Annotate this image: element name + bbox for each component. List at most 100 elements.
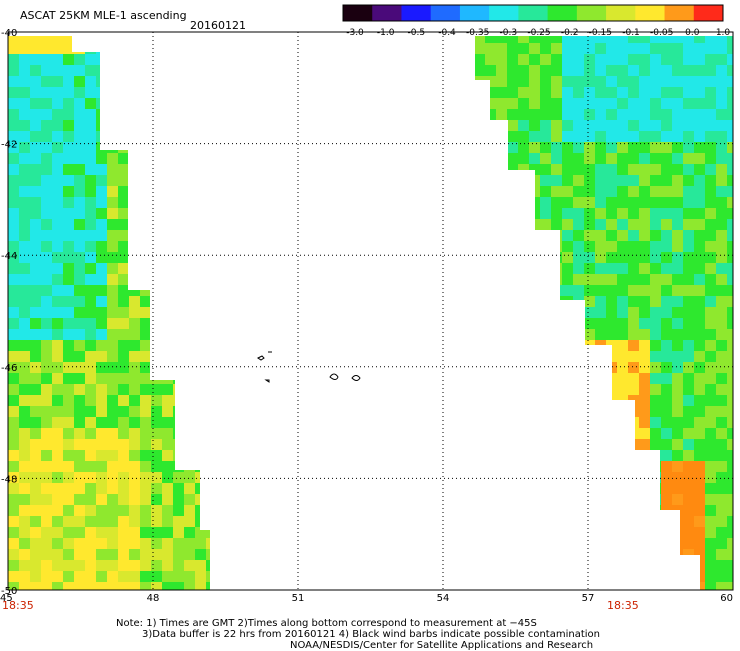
data-cell bbox=[639, 505, 650, 516]
data-cell bbox=[573, 582, 584, 590]
data-cell bbox=[562, 307, 573, 318]
data-cell bbox=[551, 472, 562, 483]
data-cell bbox=[716, 153, 727, 164]
data-cell bbox=[129, 109, 140, 120]
data-cell bbox=[672, 505, 683, 516]
data-cell bbox=[716, 307, 727, 318]
data-cell bbox=[617, 472, 628, 483]
data-cell bbox=[52, 395, 63, 406]
data-cell bbox=[30, 571, 41, 582]
data-cell bbox=[96, 76, 107, 87]
data-cell bbox=[606, 197, 617, 208]
data-cell bbox=[8, 384, 19, 395]
data-cell bbox=[30, 516, 41, 527]
data-cell bbox=[507, 560, 518, 571]
data-cell bbox=[140, 560, 151, 571]
data-cell bbox=[30, 384, 41, 395]
data-cell bbox=[41, 285, 52, 296]
data-cell bbox=[63, 43, 74, 54]
data-cell bbox=[96, 450, 107, 461]
data-cell bbox=[485, 175, 496, 186]
data-cell bbox=[573, 219, 584, 230]
data-cell bbox=[727, 197, 733, 208]
data-cell bbox=[74, 582, 85, 590]
data-cell bbox=[540, 549, 551, 560]
data-cell bbox=[694, 307, 705, 318]
data-cell bbox=[107, 131, 118, 142]
data-cell bbox=[727, 43, 733, 54]
data-cell bbox=[485, 395, 496, 406]
data-cell bbox=[162, 65, 173, 76]
data-cell bbox=[8, 373, 19, 384]
data-cell bbox=[650, 362, 661, 373]
data-cell bbox=[617, 285, 628, 296]
data-cell bbox=[595, 43, 606, 54]
data-cell bbox=[151, 516, 162, 527]
data-cell bbox=[162, 153, 173, 164]
data-cell bbox=[129, 65, 140, 76]
data-cell bbox=[518, 494, 529, 505]
data-cell bbox=[85, 65, 96, 76]
data-cell bbox=[140, 142, 151, 153]
data-cell bbox=[74, 505, 85, 516]
data-cell bbox=[540, 164, 551, 175]
data-cell bbox=[19, 505, 30, 516]
data-cell bbox=[140, 417, 151, 428]
data-cell bbox=[727, 439, 733, 450]
data-cell bbox=[206, 175, 210, 186]
data-cell bbox=[96, 417, 107, 428]
data-cell bbox=[8, 571, 19, 582]
data-cell bbox=[184, 318, 195, 329]
data-cell bbox=[650, 142, 661, 153]
data-cell bbox=[74, 428, 85, 439]
data-cell bbox=[74, 362, 85, 373]
data-cell bbox=[496, 252, 507, 263]
data-cell bbox=[617, 296, 628, 307]
data-cell bbox=[85, 230, 96, 241]
data-cell bbox=[716, 362, 727, 373]
data-cell bbox=[595, 428, 606, 439]
data-cell bbox=[716, 197, 727, 208]
data-cell bbox=[173, 384, 184, 395]
data-cell bbox=[584, 384, 595, 395]
data-cell bbox=[518, 296, 529, 307]
data-cell bbox=[606, 318, 617, 329]
data-cell bbox=[628, 307, 639, 318]
data-cell bbox=[650, 43, 661, 54]
data-cell bbox=[562, 175, 573, 186]
data-cell bbox=[129, 241, 140, 252]
data-cell bbox=[96, 494, 107, 505]
data-cell bbox=[584, 417, 595, 428]
data-cell bbox=[162, 274, 173, 285]
data-cell bbox=[562, 384, 573, 395]
data-cell bbox=[41, 362, 52, 373]
data-cell bbox=[617, 87, 628, 98]
data-cell bbox=[496, 43, 507, 54]
data-cell bbox=[573, 362, 584, 373]
data-cell bbox=[727, 329, 733, 340]
data-cell bbox=[41, 153, 52, 164]
data-cell bbox=[573, 351, 584, 362]
data-cell bbox=[96, 505, 107, 516]
data-cell bbox=[8, 230, 19, 241]
data-cell bbox=[118, 318, 129, 329]
data-cell bbox=[140, 538, 151, 549]
right-swath-data bbox=[475, 36, 733, 590]
data-cell bbox=[496, 395, 507, 406]
data-cell bbox=[595, 516, 606, 527]
data-cell bbox=[628, 54, 639, 65]
data-cell bbox=[107, 406, 118, 417]
data-cell bbox=[573, 483, 584, 494]
data-cell bbox=[8, 263, 19, 274]
data-cell bbox=[628, 219, 639, 230]
data-cell bbox=[140, 461, 151, 472]
data-cell bbox=[151, 318, 162, 329]
data-cell bbox=[118, 109, 129, 120]
data-cell bbox=[475, 175, 485, 186]
data-cell bbox=[606, 472, 617, 483]
data-cell bbox=[30, 417, 41, 428]
data-cell bbox=[74, 384, 85, 395]
data-cell bbox=[173, 439, 184, 450]
data-cell bbox=[52, 450, 63, 461]
